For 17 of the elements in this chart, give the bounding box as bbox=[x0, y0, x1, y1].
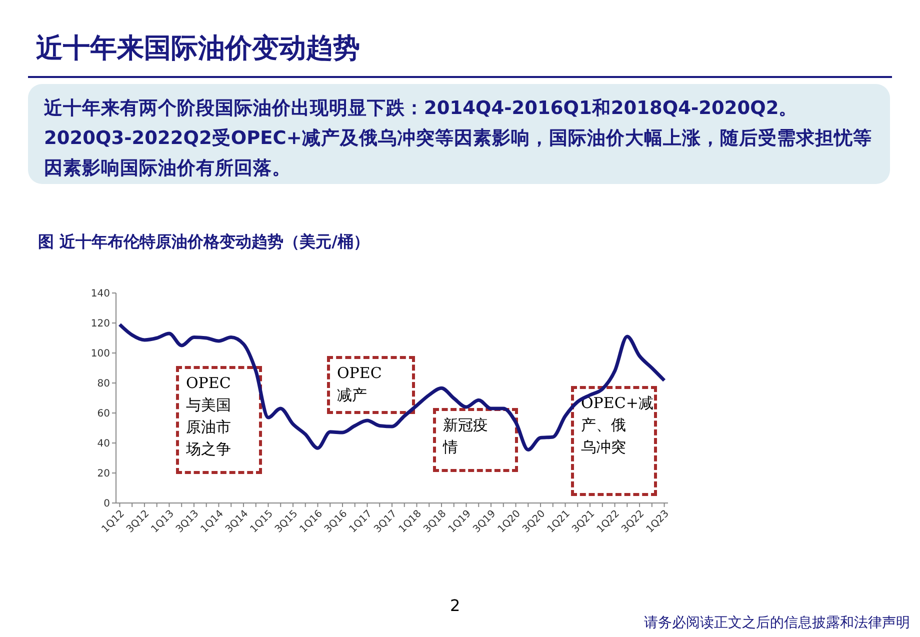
y-tick-label: 0 bbox=[104, 498, 110, 510]
annotation: 新冠疫情 bbox=[443, 415, 489, 458]
text: 2 bbox=[450, 596, 460, 615]
annotation: OPEC+减产、俄乌冲突 bbox=[581, 393, 654, 458]
annotation: OPEC减产 bbox=[337, 363, 383, 406]
chart-subtitle: 近十年来有两个阶段国际油价出现明显下跌：2014Q4-2016Q1和2018Q4-2020Q2。2020Q3-2022Q2受OPEC+减产及俄乌冲突等因素影响，国际油价大幅上涨，随后受需求担忧等因素影响国际油价有所回落。 bbox=[28, 84, 890, 184]
y-tick-label: 20 bbox=[97, 468, 110, 480]
y-tick-label: 100 bbox=[90, 348, 110, 360]
text: 图 近十年布伦特原油价格变动趋势（美元/桶） bbox=[38, 232, 370, 253]
y-tick-label: 60 bbox=[97, 408, 110, 420]
y-tick-label: 140 bbox=[90, 288, 110, 300]
annotation: OPEC与美国原油市场之争 bbox=[186, 373, 232, 460]
y-tick-label: 80 bbox=[97, 378, 110, 390]
y-tick-label: 40 bbox=[97, 438, 110, 450]
y-tick-label: 120 bbox=[90, 318, 110, 330]
chart-title: 近十年来国际油价变动趋势 bbox=[36, 32, 360, 66]
text: 请务必阅读正文之后的信息披露和法律声明 bbox=[644, 614, 910, 632]
